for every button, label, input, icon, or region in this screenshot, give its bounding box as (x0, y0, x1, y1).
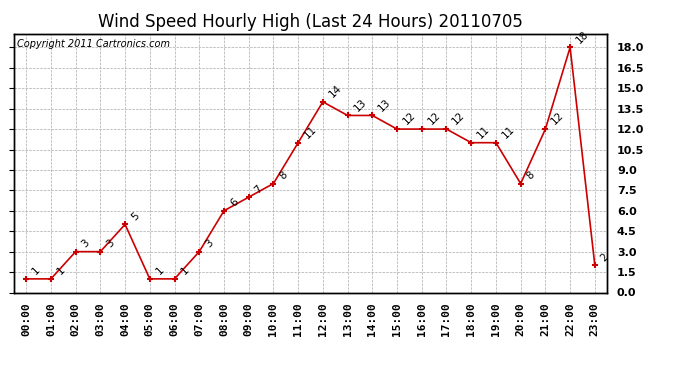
Text: 14: 14 (327, 83, 344, 100)
Text: 11: 11 (302, 124, 319, 141)
Text: 13: 13 (377, 97, 393, 113)
Text: 13: 13 (352, 97, 368, 113)
Text: 1: 1 (30, 265, 42, 277)
Text: 12: 12 (451, 111, 467, 127)
Text: 18: 18 (574, 29, 591, 45)
Text: 1: 1 (154, 265, 166, 277)
Text: 12: 12 (549, 111, 566, 127)
Text: 1: 1 (55, 265, 67, 277)
Text: 3: 3 (80, 238, 92, 249)
Text: 3: 3 (104, 238, 116, 249)
Text: 7: 7 (253, 183, 264, 195)
Text: 8: 8 (277, 170, 289, 182)
Text: 11: 11 (500, 124, 517, 141)
Text: 12: 12 (401, 111, 417, 127)
Title: Wind Speed Hourly High (Last 24 Hours) 20110705: Wind Speed Hourly High (Last 24 Hours) 2… (98, 13, 523, 31)
Text: 3: 3 (204, 238, 215, 249)
Text: 6: 6 (228, 197, 240, 208)
Text: 1: 1 (179, 265, 190, 277)
Text: 12: 12 (426, 111, 442, 127)
Text: 5: 5 (129, 210, 141, 222)
Text: Copyright 2011 Cartronics.com: Copyright 2011 Cartronics.com (17, 39, 170, 49)
Text: 11: 11 (475, 124, 492, 141)
Text: 8: 8 (525, 170, 537, 182)
Text: 2: 2 (599, 251, 611, 263)
